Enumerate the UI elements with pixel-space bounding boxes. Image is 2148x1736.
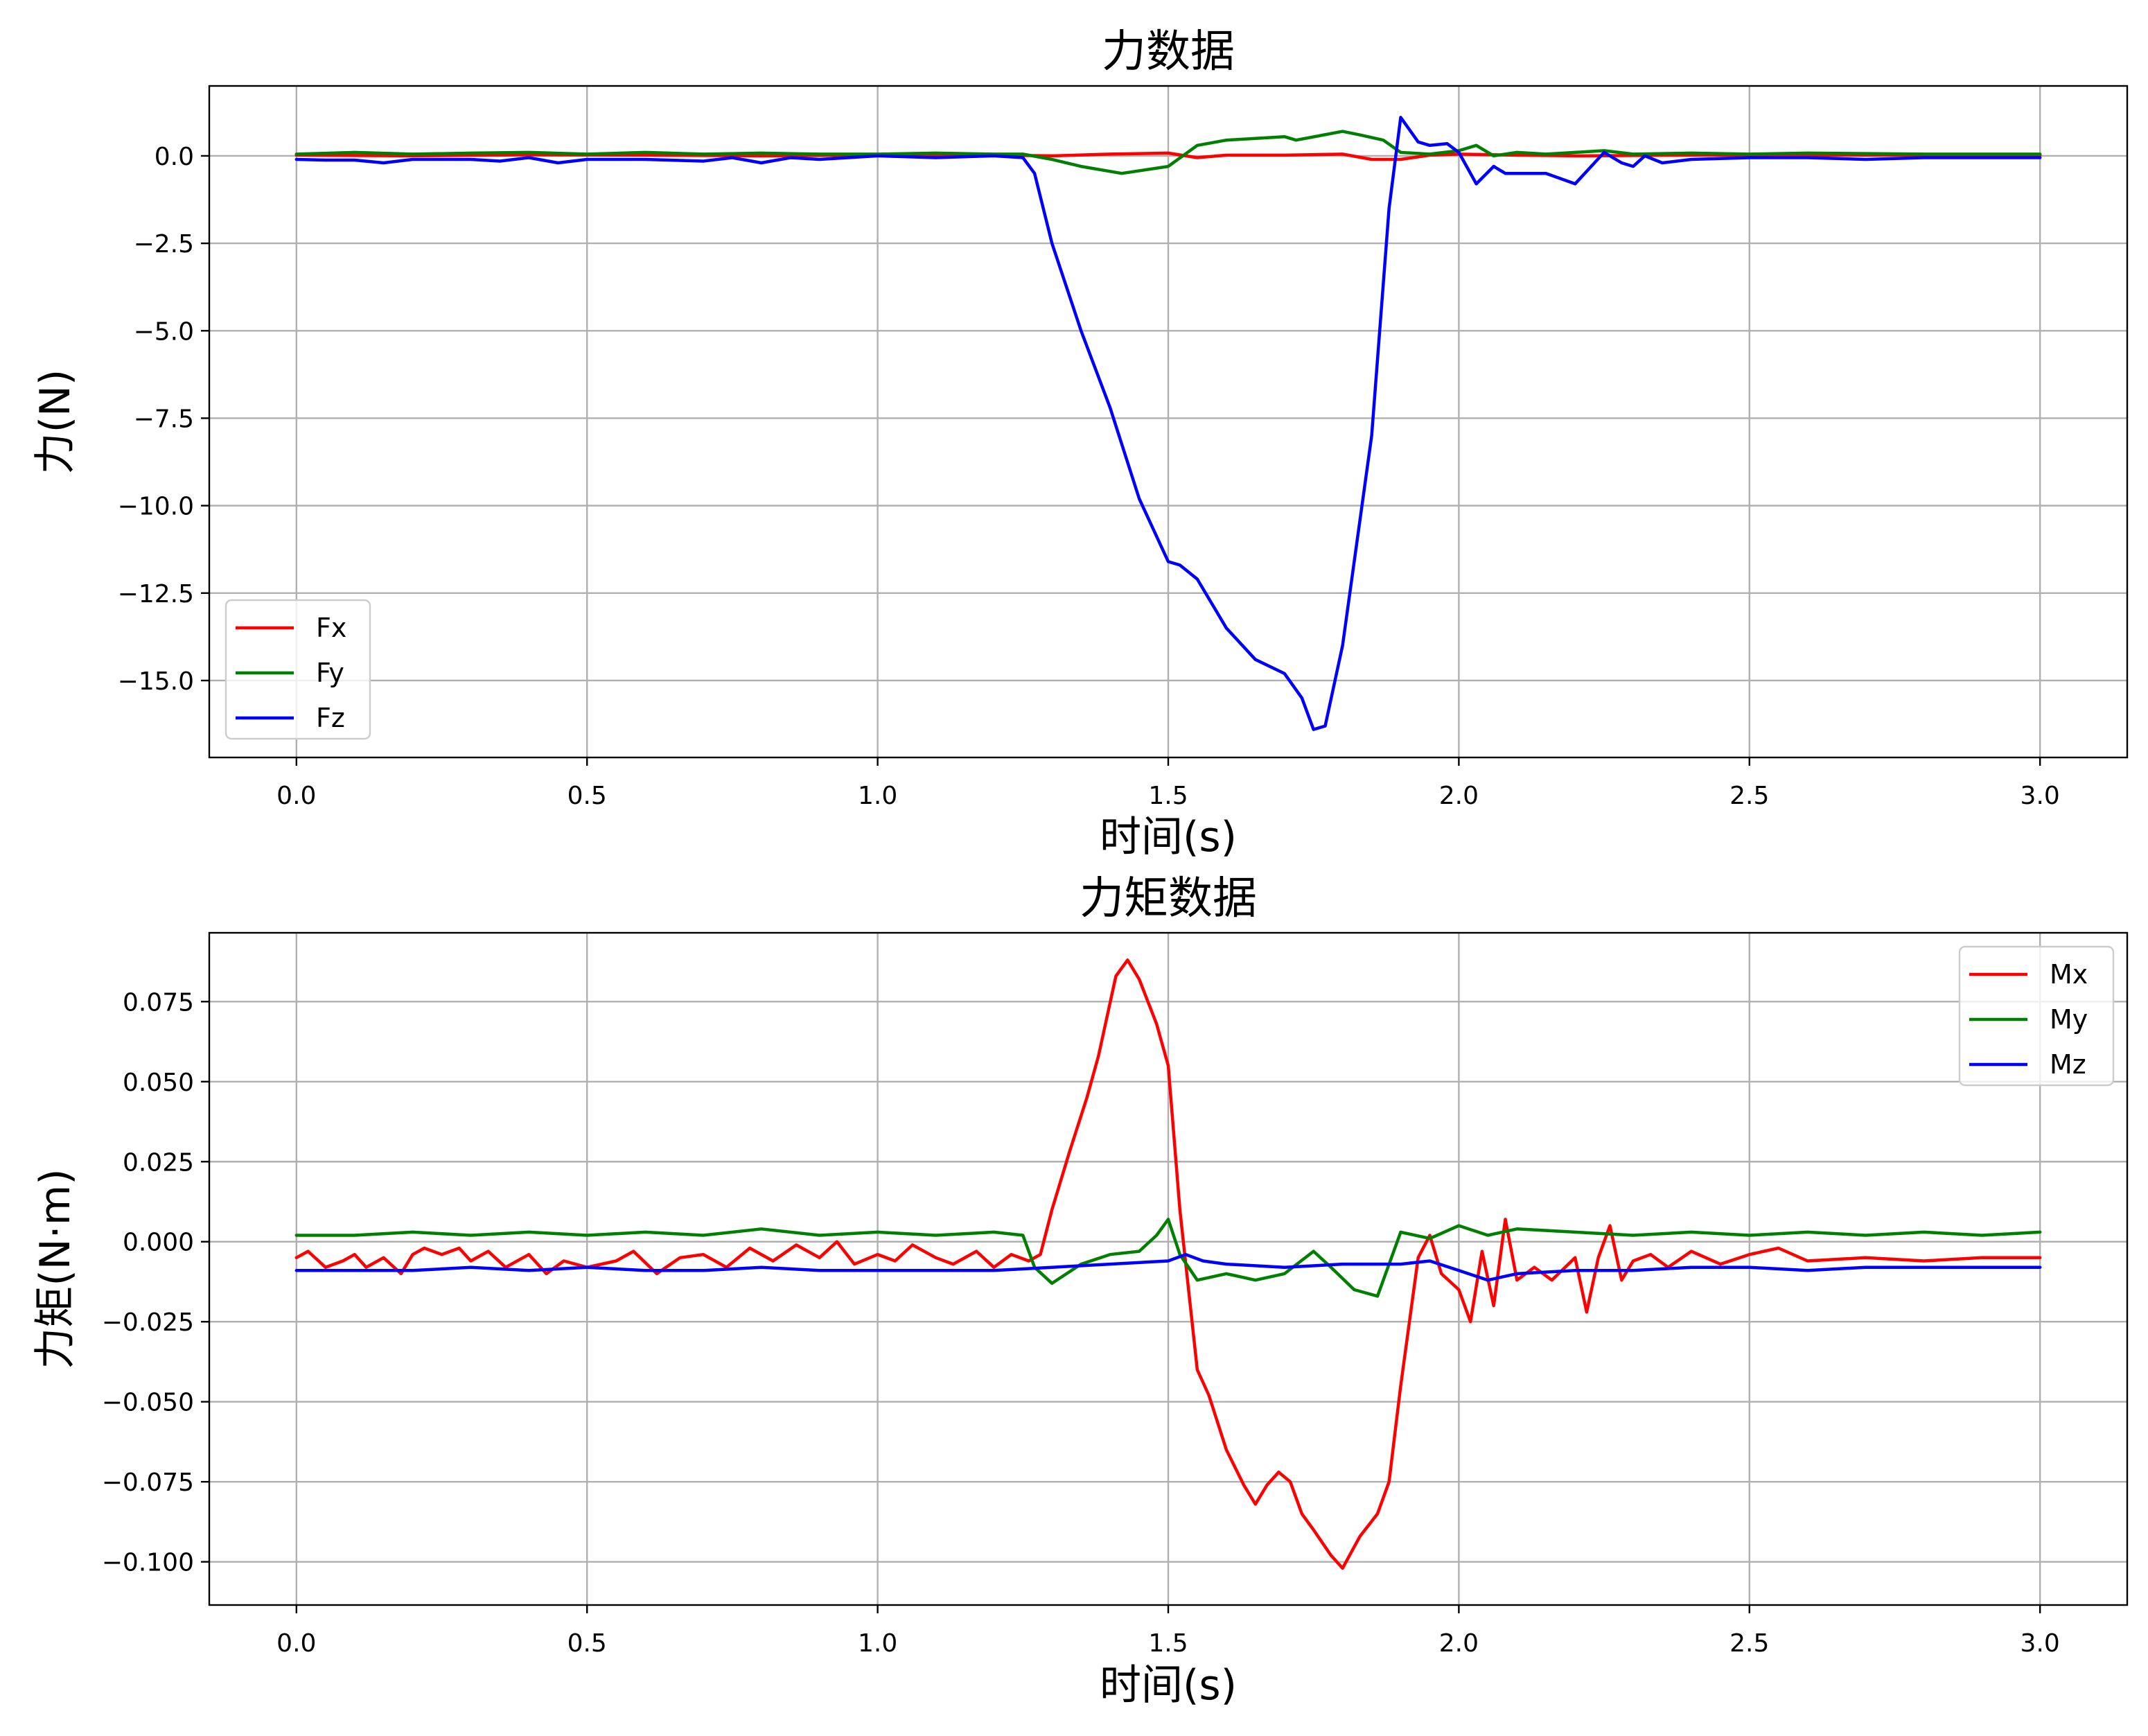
x-axis-label: 时间(s): [1100, 1661, 1237, 1710]
legend: Mx My Mz: [1960, 947, 2113, 1085]
y-tick-label: −0.075: [102, 1468, 194, 1497]
y-tick-label: 0.000: [123, 1229, 194, 1257]
legend-label-mx: Mx: [2050, 959, 2088, 990]
legend: Fx Fy Fz: [226, 600, 370, 739]
y-tick-label: −15.0: [118, 667, 194, 696]
y-tick-label: 0.050: [123, 1069, 194, 1097]
y-axis-label: 力(N): [31, 369, 80, 475]
legend-label-mz: Mz: [2050, 1049, 2086, 1080]
legend-label-fx: Fx: [316, 613, 346, 643]
x-axis-label: 时间(s): [1100, 813, 1237, 861]
y-tick-label: 0.075: [123, 988, 194, 1017]
x-tick-label: 2.5: [1729, 1629, 1769, 1658]
chart-title: 力数据: [1102, 26, 1235, 78]
x-tick-label: 0.5: [567, 1629, 607, 1658]
y-tick-label: −7.5: [134, 405, 194, 433]
x-tick-label: 2.5: [1729, 782, 1769, 810]
x-tick-label: 1.5: [1148, 1629, 1188, 1658]
legend-label-fy: Fy: [316, 658, 344, 688]
x-tick-label: 0.0: [276, 1629, 316, 1658]
y-tick-label: 0.0: [155, 143, 194, 171]
x-tick-label: 1.0: [858, 782, 897, 810]
chart-title: 力矩数据: [1080, 873, 1257, 924]
y-tick-label: −0.050: [102, 1389, 194, 1417]
y-tick-label: −12.5: [118, 580, 194, 608]
legend-label-my: My: [2050, 1004, 2088, 1035]
x-tick-label: 3.0: [2021, 1629, 2060, 1658]
x-tick-label: 0.5: [567, 782, 607, 810]
y-tick-label: −2.5: [134, 230, 194, 258]
x-tick-label: 2.0: [1439, 782, 1479, 810]
y-tick-label: −5.0: [134, 317, 194, 346]
chart-2: 0.0 0.5 1.0 1.5 2.0 2.5 3.0 0.075 0.050 0.025 0.00…: [31, 873, 2127, 1710]
x-tick-label: 1.0: [858, 1629, 897, 1658]
y-tick-label: 0.025: [123, 1148, 194, 1177]
x-tick-label: 0.0: [276, 782, 316, 810]
y-tick-label: −0.025: [102, 1308, 194, 1337]
legend-label-fz: Fz: [316, 703, 345, 733]
x-tick-label: 3.0: [2021, 782, 2060, 810]
y-tick-label: −10.0: [118, 493, 194, 521]
x-tick-label: 1.5: [1148, 782, 1188, 810]
y-axis-label: 力矩(N·m): [31, 1168, 80, 1369]
y-tick-label: −0.100: [102, 1549, 194, 1577]
chart-1: 0.0 0.5 1.0 1.5 2.0 2.5 3.0 0.0 −2.5 −5.0 −7.5 −10.…: [31, 26, 2127, 861]
x-tick-label: 2.0: [1439, 1629, 1479, 1658]
